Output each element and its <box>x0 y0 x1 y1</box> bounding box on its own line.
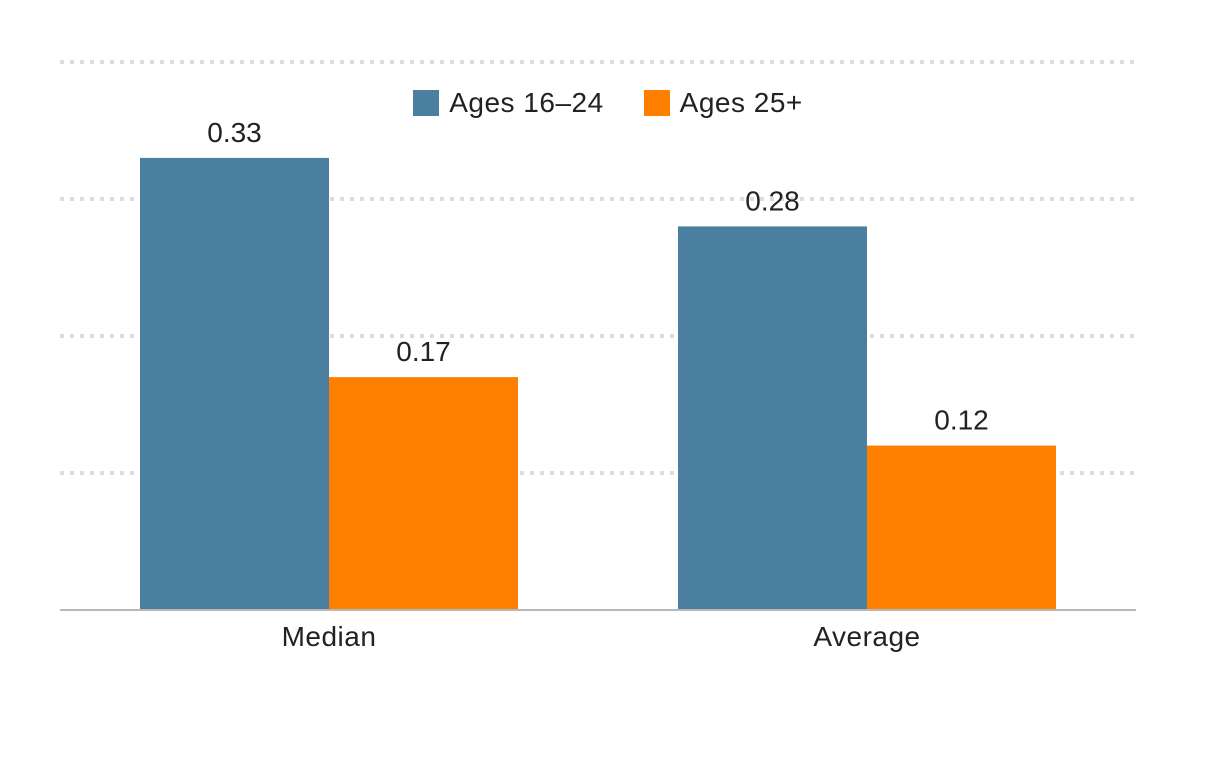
bar-average-series-2 <box>867 445 1056 610</box>
legend-item-ages-25-plus: Ages 25+ <box>643 87 803 118</box>
legend-label-ages-25-plus: Ages 25+ <box>679 87 803 118</box>
data-label-average-series-2: 0.12 <box>934 405 989 436</box>
legend-item-ages-16-24: Ages 16–24 <box>413 88 603 118</box>
legend: Ages 16–24 Ages 25+ <box>0 88 1216 118</box>
bar-median-series-2 <box>329 377 518 610</box>
legend-swatch-ages-16-24 <box>413 90 440 116</box>
bar-median-series-1 <box>140 157 329 610</box>
x-tick-label-median: Median <box>282 621 377 652</box>
x-tick-label-average: Average <box>813 621 920 652</box>
data-label-median-series-2: 0.17 <box>396 336 451 367</box>
data-label-median-series-1: 0.33 <box>207 117 262 148</box>
bar-average-series-1 <box>678 226 867 610</box>
legend-swatch-ages-25-plus <box>643 90 670 116</box>
legend-label-ages-16-24: Ages 16–24 <box>449 87 604 118</box>
data-label-average-series-1: 0.28 <box>745 185 800 216</box>
